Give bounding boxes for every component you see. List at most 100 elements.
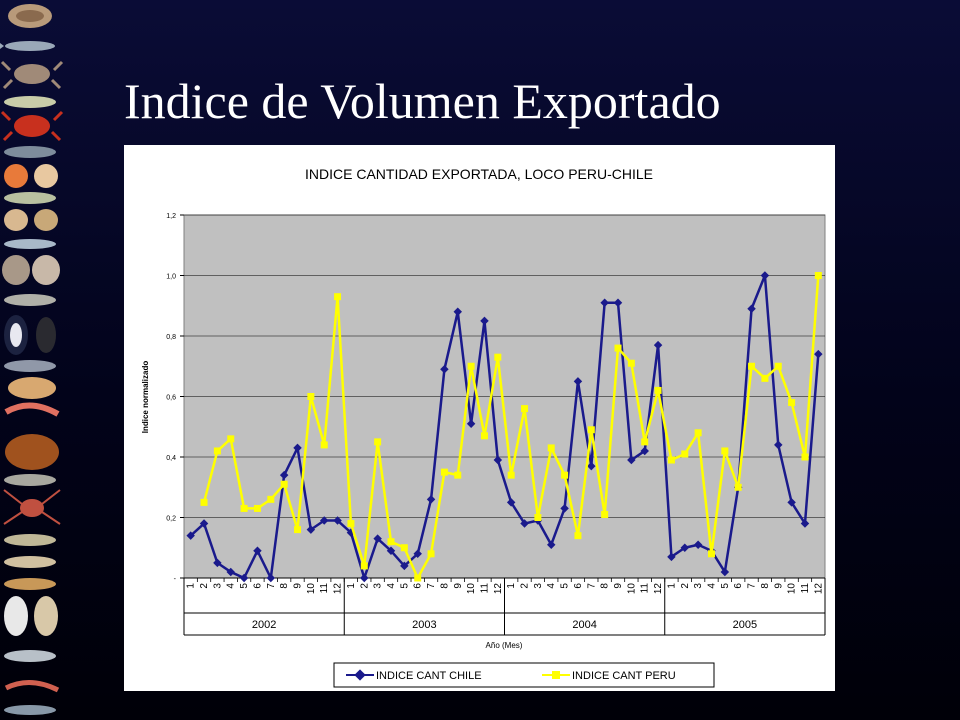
- data-point: [613, 298, 623, 307]
- data-point: [561, 471, 569, 479]
- x-tick-label: 7: [426, 583, 437, 589]
- data-point: [493, 455, 503, 465]
- chart-title: INDICE CANTIDAD EXPORTADA, LOCO PERU-CHI…: [305, 166, 653, 182]
- x-tick-label: 3: [533, 583, 544, 589]
- data-point: [600, 298, 609, 307]
- fish-illustration: [4, 146, 56, 158]
- shrimp-illustration: [4, 402, 60, 417]
- fish-illustration: [4, 705, 56, 715]
- x-tick-label: 5: [560, 583, 571, 589]
- x-tick-label: 2: [520, 583, 531, 589]
- fish-illustration: [4, 534, 56, 546]
- fish-illustration: [4, 239, 56, 249]
- data-point: [587, 461, 596, 471]
- oyster-illustration: [2, 255, 60, 285]
- x-tick-label: 1: [186, 583, 197, 589]
- x-tick-label: 12: [333, 583, 344, 595]
- x-tick-label: 6: [733, 583, 744, 589]
- x-tick-label: 4: [706, 583, 717, 589]
- legend-chile-marker: [354, 669, 366, 681]
- fish-illustration: [4, 474, 56, 486]
- y-tick-label: 0,8: [166, 334, 176, 341]
- y-axis: - 0,2 0,4 0,6 0,8 1,0 1,2: [166, 213, 184, 583]
- data-point: [801, 453, 809, 461]
- data-point: [306, 525, 316, 534]
- data-point: [319, 516, 329, 525]
- x-tick-label: 11: [479, 583, 490, 594]
- y-tick-label: 0,2: [166, 516, 176, 523]
- x-tick-label: 11: [800, 583, 811, 594]
- y-tick-label: 1,2: [166, 213, 176, 220]
- data-point: [480, 316, 489, 326]
- x-tick-label: 1: [666, 583, 677, 589]
- data-point: [560, 504, 569, 513]
- x-tick-label: 1: [506, 583, 517, 589]
- data-point: [440, 365, 449, 374]
- data-point: [721, 447, 729, 455]
- slide-title: Indice de Volumen Exportado: [124, 73, 721, 129]
- data-point: [360, 573, 369, 583]
- x-tick-label: 6: [252, 583, 263, 589]
- data-point: [748, 362, 756, 370]
- data-point: [426, 495, 436, 504]
- data-point: [546, 540, 556, 549]
- data-point: [253, 504, 261, 512]
- x-tick-label: 8: [600, 583, 611, 589]
- x-tick-label: 5: [720, 583, 731, 589]
- razor-clam-illustration: [4, 596, 58, 636]
- x-tick-label: 7: [586, 583, 597, 589]
- legend-chile-label: INDICE CANT CHILE: [376, 670, 482, 682]
- data-point: [627, 455, 636, 465]
- x-tick-label: 4: [546, 583, 557, 589]
- data-point: [814, 272, 822, 279]
- data-point: [534, 514, 542, 521]
- data-point: [467, 362, 475, 370]
- data-point: [627, 359, 635, 367]
- fish-illustration: [4, 578, 56, 590]
- data-point: [427, 550, 435, 558]
- x-tick-label: 8: [279, 583, 290, 589]
- x-tick-label: 7: [266, 583, 277, 589]
- y-tick-label: 0,4: [166, 455, 176, 462]
- data-point: [294, 526, 302, 534]
- x-tick-label: 6: [413, 583, 424, 589]
- x-tick-label: 7: [747, 583, 758, 589]
- data-point: [547, 444, 555, 452]
- x-tick-label: 3: [212, 583, 223, 589]
- data-point: [466, 419, 476, 428]
- legend-peru-marker: [552, 671, 560, 679]
- data-point: [413, 549, 422, 559]
- data-point: [374, 438, 382, 446]
- data-point: [333, 516, 342, 525]
- data-point: [240, 504, 248, 512]
- x-tick-label: 8: [439, 583, 450, 589]
- x-tick-label: 12: [493, 583, 504, 595]
- x-tick-label: 9: [613, 583, 624, 589]
- data-point: [507, 471, 515, 479]
- data-point: [707, 550, 715, 558]
- x-tick-label: 9: [453, 583, 464, 589]
- data-point: [640, 446, 649, 456]
- data-point: [506, 498, 516, 507]
- y-axis-label: Indice normalizado: [141, 361, 150, 434]
- clam-shells-illustration: [4, 209, 58, 231]
- x-tick-label: 2: [359, 583, 370, 589]
- crab-illustration: [0, 60, 64, 90]
- x-tick-label: 5: [239, 583, 250, 589]
- data-point: [614, 344, 622, 352]
- x-tick-label: 10: [626, 583, 637, 595]
- x-tick-label: 1: [346, 583, 357, 589]
- x-axis: 1 2 3 4 5 6 7 8 9 10 11 12 1 2 3 4 5 6 7 8 9 10 11 12 1 2 3 4 5 6 7 8 9 1…: [183, 577, 826, 636]
- marine-species-strip: [0, 4, 64, 715]
- data-point: [641, 438, 649, 446]
- y-tick-label: 1,0: [166, 274, 176, 281]
- x-tick-label: 12: [813, 583, 824, 595]
- x-tick-label: 2: [680, 583, 691, 589]
- data-point: [440, 468, 448, 476]
- x-tick-label: 2: [199, 583, 210, 589]
- mussel-illustration: [4, 315, 56, 355]
- chart-panel: INDICE CANTIDAD EXPORTADA, LOCO PERU-CHI…: [124, 145, 835, 691]
- fish-illustration: [4, 556, 56, 568]
- data-point: [186, 531, 195, 540]
- data-point: [400, 544, 408, 552]
